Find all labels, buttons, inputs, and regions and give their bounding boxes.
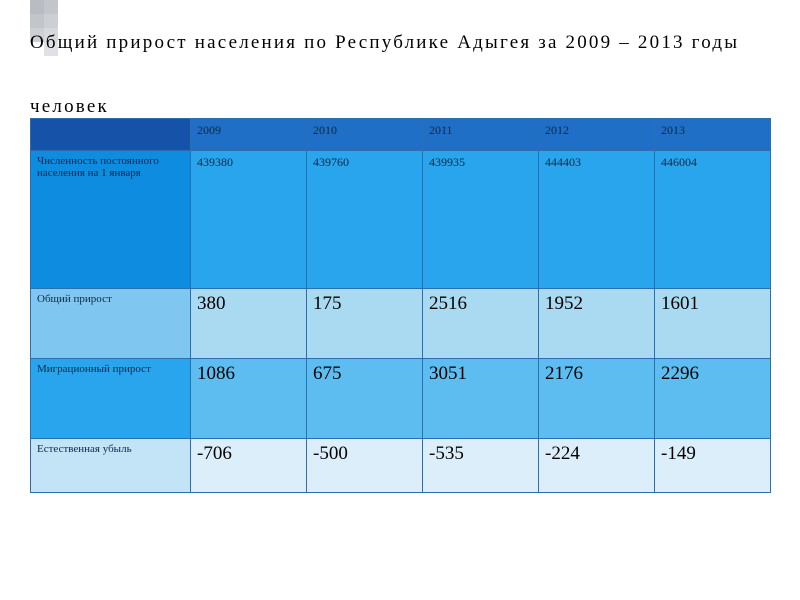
row-label: Естественная убыль <box>31 439 191 493</box>
table-cell: 3051 <box>423 359 539 439</box>
column-header: 2009 <box>191 119 307 151</box>
column-header: 2013 <box>655 119 771 151</box>
table-header-row: 2009 2010 2011 2012 2013 <box>31 119 771 151</box>
table-cell: -224 <box>539 439 655 493</box>
table-cell: 380 <box>191 289 307 359</box>
table-cell: -706 <box>191 439 307 493</box>
table-row: Численность постоянного населения на 1 я… <box>31 151 771 289</box>
table-cell: 439935 <box>423 151 539 289</box>
table-cell: 439380 <box>191 151 307 289</box>
deco-square <box>44 14 58 28</box>
table-cell: 175 <box>307 289 423 359</box>
page-subtitle: человек <box>30 96 109 118</box>
table-cell: 2176 <box>539 359 655 439</box>
deco-square <box>44 0 58 14</box>
table-cell: 2296 <box>655 359 771 439</box>
table-cell: -535 <box>423 439 539 493</box>
page-title: Общий прирост населения по Республике Ад… <box>30 32 739 54</box>
table-cell: 2516 <box>423 289 539 359</box>
table-cell: 444403 <box>539 151 655 289</box>
table-cell: 439760 <box>307 151 423 289</box>
row-label: Общий прирост <box>31 289 191 359</box>
column-header: 2012 <box>539 119 655 151</box>
table-cell: 446004 <box>655 151 771 289</box>
table-cell: -500 <box>307 439 423 493</box>
column-header: 2011 <box>423 119 539 151</box>
table-cell: -149 <box>655 439 771 493</box>
deco-square <box>30 0 44 14</box>
table-row: Миграционный прирост 1086 675 3051 2176 … <box>31 359 771 439</box>
row-label: Численность постоянного населения на 1 я… <box>31 151 191 289</box>
table-cell: 1601 <box>655 289 771 359</box>
population-table: 2009 2010 2011 2012 2013 Численность пос… <box>30 118 770 493</box>
table-row: Общий прирост 380 175 2516 1952 1601 <box>31 289 771 359</box>
column-header: 2010 <box>307 119 423 151</box>
table-cell: 1952 <box>539 289 655 359</box>
table-cell: 1086 <box>191 359 307 439</box>
table-row: Естественная убыль -706 -500 -535 -224 -… <box>31 439 771 493</box>
row-label: Миграционный прирост <box>31 359 191 439</box>
table-cell: 675 <box>307 359 423 439</box>
deco-square <box>30 14 44 28</box>
table-corner-cell <box>31 119 191 151</box>
